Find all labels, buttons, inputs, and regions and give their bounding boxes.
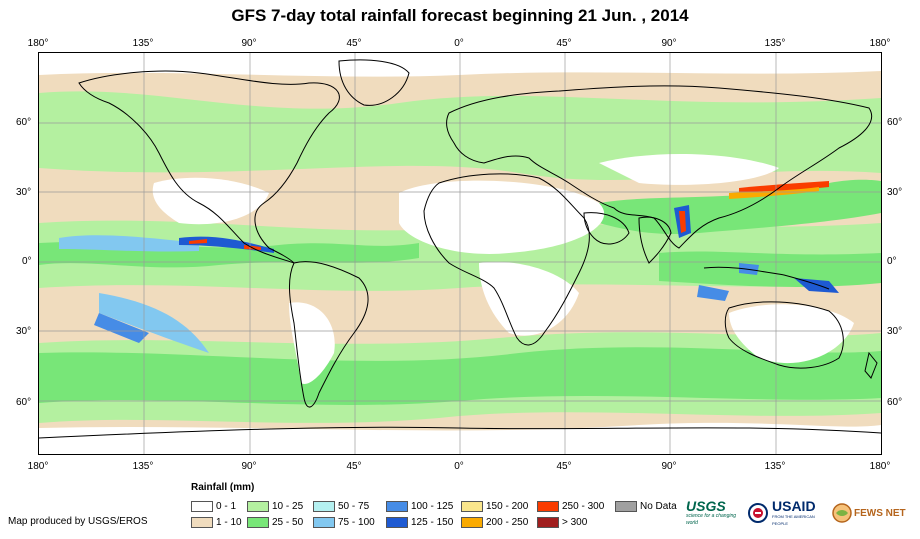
lon-label: 45° — [346, 38, 362, 49]
legend-item: No Data — [615, 499, 677, 513]
lon-label: 180° — [27, 461, 49, 472]
usgs-logo-text: USGS — [686, 498, 726, 514]
lon-label: 0° — [454, 38, 464, 49]
lat-label: 60° — [16, 397, 32, 408]
longitude-axis-bottom: 180° 135° 90° 45° 0° 45° 90° 135° 180° — [0, 461, 920, 475]
lon-label: 90° — [241, 461, 257, 472]
legend-swatch — [247, 500, 269, 512]
legend-label: 75 - 100 — [338, 516, 375, 528]
lat-label: 60° — [887, 397, 903, 408]
lat-label: 60° — [16, 117, 32, 128]
lon-label: 0° — [454, 461, 464, 472]
lat-label: 0° — [22, 256, 32, 267]
legend-swatch — [247, 516, 269, 528]
arabia-outline — [583, 212, 630, 245]
rainfall-map-canvas — [39, 53, 881, 454]
legend-label: 10 - 25 — [272, 500, 304, 512]
legend-label: 250 - 300 — [562, 500, 605, 512]
legend-swatch — [461, 516, 483, 528]
lon-label: 135° — [132, 38, 154, 49]
usaid-logo: USAID FROM THE AMERICAN PEOPLE — [772, 496, 830, 530]
australia-outline — [724, 301, 844, 369]
legend-item: 75 - 100 — [313, 515, 375, 529]
legend-item: 50 - 75 — [313, 499, 369, 513]
legend-swatch — [461, 500, 483, 512]
usaid-tagline: FROM THE AMERICAN PEOPLE — [772, 514, 815, 526]
legend-swatch — [313, 516, 335, 528]
india-outline — [638, 216, 672, 264]
credit-text: Map produced by USGS/EROS — [8, 516, 148, 527]
legend-swatch — [191, 500, 213, 512]
fewsnet-logo-text: FEWS NET — [854, 507, 906, 519]
greenland-outline — [338, 59, 410, 106]
legend-item: 1 - 10 — [191, 515, 242, 529]
lon-label: 180° — [27, 38, 49, 49]
longitude-axis-top: 180° 135° 90° 45° 0° 45° 90° 135° 180° — [0, 38, 920, 52]
new-zealand-outline — [864, 351, 878, 379]
legend-title: Rainfall (mm) — [191, 482, 255, 493]
lon-label: 45° — [346, 461, 362, 472]
lat-label: 30° — [16, 326, 32, 337]
lon-label: 90° — [241, 38, 257, 49]
legend-label: 0 - 1 — [216, 500, 237, 512]
lon-label: 90° — [661, 38, 677, 49]
indonesia-outline — [703, 266, 830, 290]
lon-label: 135° — [764, 38, 786, 49]
usgs-tagline: science for a changing world — [686, 513, 737, 526]
legend-item: 0 - 1 — [191, 499, 236, 513]
fewsnet-globe-icon — [832, 496, 854, 530]
lat-label: 30° — [16, 187, 32, 198]
rainfall-map — [38, 52, 882, 455]
lat-label: 30° — [887, 326, 903, 337]
map-title: GFS 7-day total rainfall forecast beginn… — [231, 6, 689, 25]
lon-label: 180° — [869, 461, 891, 472]
lat-label: 0° — [887, 256, 897, 267]
legend-swatch — [386, 500, 408, 512]
legend-item: 100 - 125 — [386, 499, 453, 513]
usaid-logo-text: USAID — [772, 498, 816, 514]
legend-swatch — [313, 500, 335, 512]
legend-item: 150 - 200 — [461, 499, 528, 513]
south-america-outline — [289, 261, 369, 408]
legend-label: 50 - 75 — [338, 500, 370, 512]
legend-swatch — [191, 516, 213, 528]
graticule — [39, 53, 881, 454]
legend-label: 125 - 150 — [411, 516, 454, 528]
legend-swatch — [615, 500, 637, 512]
lon-label: 180° — [869, 38, 891, 49]
legend-swatch — [537, 500, 559, 512]
africa-outline — [423, 173, 590, 346]
lon-label: 135° — [764, 461, 786, 472]
eurasia-outline — [446, 85, 873, 249]
lat-label: 30° — [887, 187, 903, 198]
lon-label: 135° — [132, 461, 154, 472]
legend-label: 100 - 125 — [411, 500, 454, 512]
lon-label: 90° — [661, 461, 677, 472]
north-america-outline — [78, 70, 340, 264]
lat-label: 60° — [887, 117, 903, 128]
agency-logos: USGS science for a changing world USAID … — [686, 496, 916, 530]
antarctica-outline — [39, 426, 881, 439]
legend-item: > 300 — [537, 515, 587, 529]
legend-item: 250 - 300 — [537, 499, 604, 513]
legend-label: 200 - 250 — [486, 516, 529, 528]
legend-swatch — [537, 516, 559, 528]
coastlines — [39, 59, 881, 439]
legend-item: 25 - 50 — [247, 515, 303, 529]
legend-label: 1 - 10 — [216, 516, 242, 528]
legend-item: 200 - 250 — [461, 515, 528, 529]
fewsnet-logo: FEWS NET — [854, 496, 916, 530]
legend-item: 125 - 150 — [386, 515, 453, 529]
usgs-logo: USGS science for a changing world — [686, 496, 748, 530]
legend-item: 10 - 25 — [247, 499, 303, 513]
usaid-seal-icon — [748, 496, 770, 530]
legend-label: 25 - 50 — [272, 516, 304, 528]
legend-swatch — [386, 516, 408, 528]
legend-label: No Data — [640, 500, 677, 512]
legend-label: 150 - 200 — [486, 500, 529, 512]
lon-label: 45° — [556, 38, 572, 49]
lon-label: 45° — [556, 461, 572, 472]
heavy-rain — [94, 181, 839, 343]
legend-label: > 300 — [562, 516, 588, 528]
